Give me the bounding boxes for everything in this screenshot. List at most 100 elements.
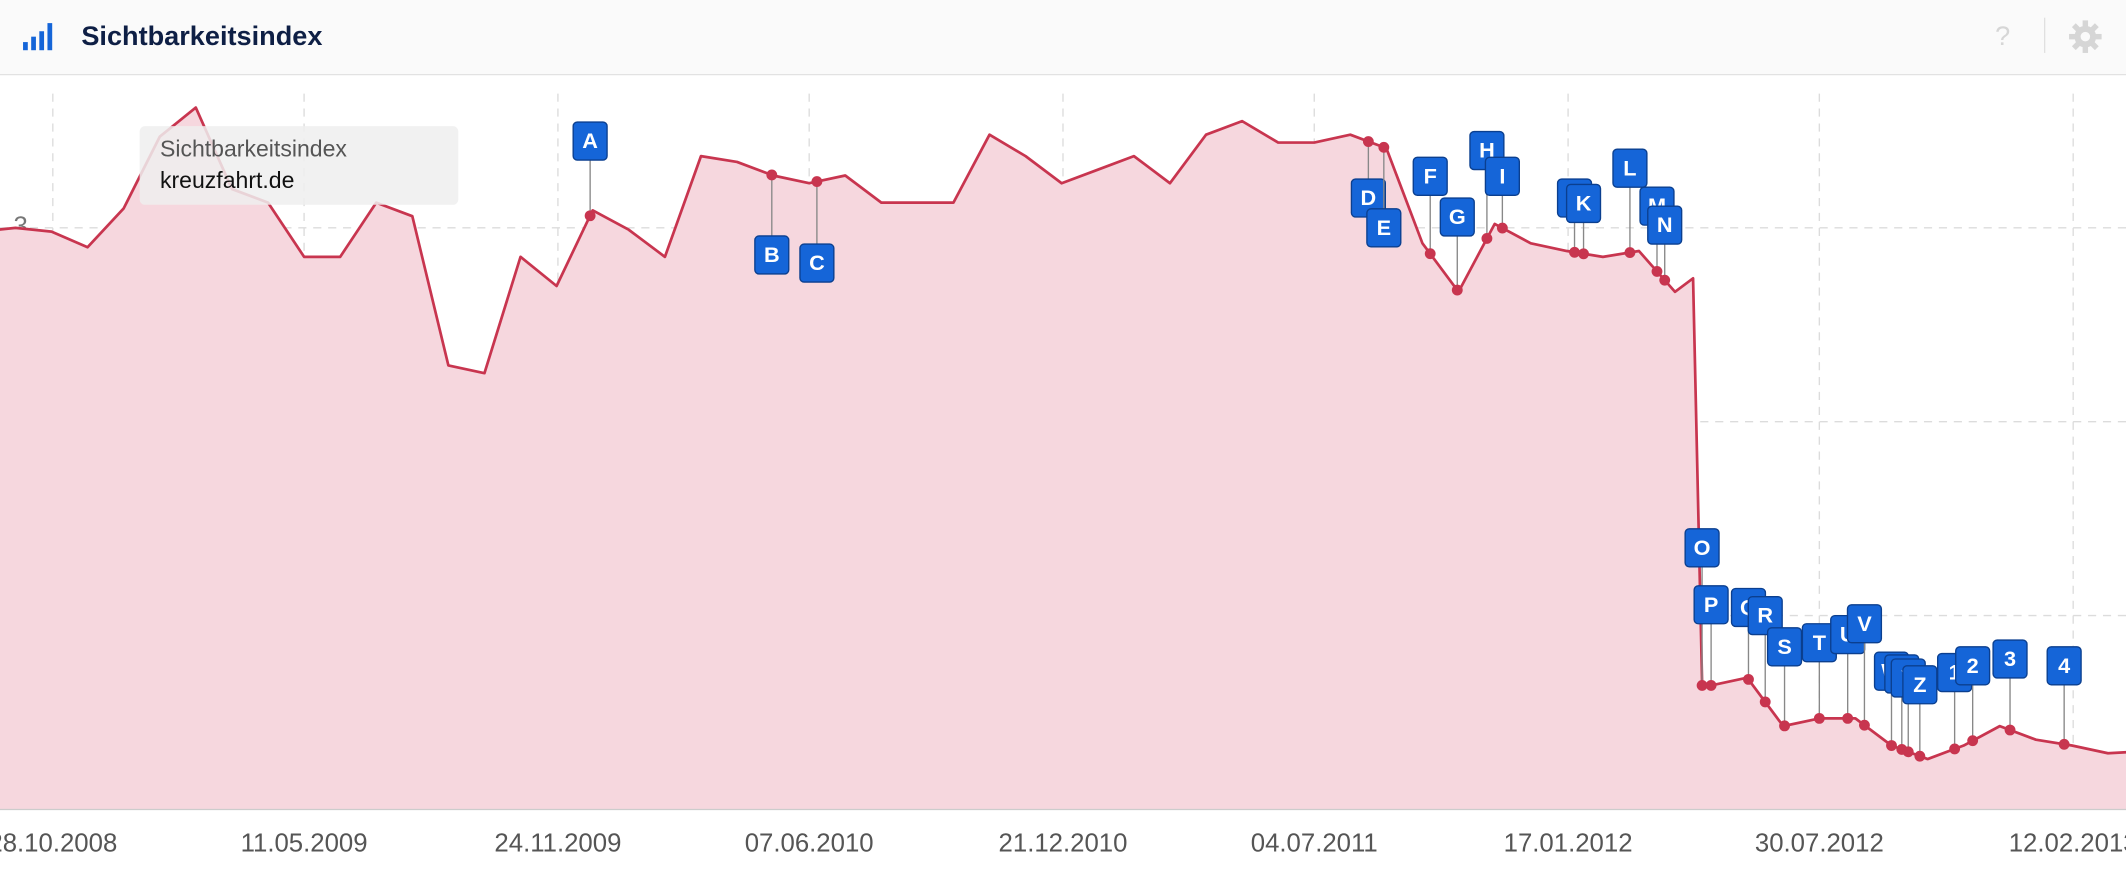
event-dot bbox=[1705, 679, 1717, 691]
event-flag bbox=[1366, 208, 1402, 248]
event-label: 4 bbox=[2058, 653, 2070, 678]
chart-icon bbox=[23, 23, 53, 51]
event-dot bbox=[1902, 746, 1914, 758]
x-tick-label: 12.02.2013 bbox=[2009, 830, 2126, 858]
event-flag bbox=[754, 235, 790, 275]
event-label: D bbox=[1361, 185, 1377, 210]
event-label: P bbox=[1704, 592, 1718, 617]
event-flag bbox=[1484, 156, 1520, 196]
event-marker[interactable]: Z bbox=[1902, 665, 1938, 762]
event-dot bbox=[1496, 222, 1508, 234]
event-dot bbox=[1424, 248, 1436, 260]
x-tick-label: 30.07.2012 bbox=[1755, 830, 1884, 858]
event-dot bbox=[1914, 750, 1926, 762]
settings-button[interactable] bbox=[2069, 20, 2102, 53]
event-dot bbox=[1779, 720, 1790, 732]
event-label: Z bbox=[1913, 672, 1926, 697]
event-flag bbox=[1766, 627, 1803, 667]
event-flag bbox=[1684, 528, 1720, 568]
event-marker[interactable]: L bbox=[1612, 148, 1648, 258]
event-dot bbox=[1569, 246, 1580, 258]
plot-area: 28.10.2008 11.05.2009 24.11.2009 07.06.2010… bbox=[0, 93, 2126, 858]
event-marker[interactable]: N bbox=[1647, 205, 1683, 286]
event-marker[interactable]: B bbox=[754, 169, 790, 275]
event-flag bbox=[1902, 665, 1938, 705]
header-bar bbox=[0, 0, 2126, 75]
event-marker[interactable]: 4 bbox=[2046, 646, 2082, 750]
event-dot bbox=[1378, 141, 1390, 153]
event-flag bbox=[1747, 595, 1783, 636]
event-dot bbox=[1813, 712, 1825, 724]
event-flag bbox=[1992, 639, 2028, 679]
event-label: H bbox=[1479, 138, 1495, 163]
event-label: C bbox=[809, 250, 825, 275]
event-dot bbox=[1481, 233, 1493, 244]
event-marker[interactable]: T bbox=[1801, 623, 1837, 724]
event-dot bbox=[1759, 696, 1771, 708]
event-dot bbox=[584, 210, 596, 222]
event-dot bbox=[1624, 247, 1636, 258]
x-tick-label: 07.06.2010 bbox=[745, 830, 874, 858]
event-flag bbox=[1955, 646, 1991, 686]
event-label: S bbox=[1777, 634, 1791, 659]
widget-title: Sichtbarkeitsindex bbox=[81, 20, 322, 51]
event-marker[interactable]: A bbox=[572, 121, 608, 222]
event-label: I bbox=[1499, 163, 1505, 188]
event-dot bbox=[2058, 738, 2070, 750]
event-label: K bbox=[1576, 191, 1592, 216]
event-dot bbox=[1451, 284, 1463, 296]
event-flag bbox=[1565, 183, 1602, 224]
event-dot bbox=[766, 169, 778, 181]
event-label: T bbox=[1813, 630, 1827, 655]
event-dot bbox=[1949, 743, 1961, 755]
event-marker[interactable]: P bbox=[1693, 585, 1729, 691]
event-marker[interactable]: F bbox=[1412, 156, 1448, 260]
x-tick-label: 11.05.2009 bbox=[241, 830, 368, 858]
event-marker[interactable]: R bbox=[1747, 595, 1783, 708]
event-label: F bbox=[1424, 163, 1437, 188]
line bbox=[0, 106, 2126, 761]
event-dot bbox=[1362, 136, 1374, 147]
event-dot bbox=[1842, 712, 1854, 724]
event-label: B bbox=[764, 242, 780, 267]
event-dot bbox=[1578, 248, 1589, 260]
event-marker[interactable]: G bbox=[1439, 197, 1475, 296]
event-marker[interactable]: 2 bbox=[1955, 646, 1991, 747]
event-marker[interactable]: D bbox=[1350, 136, 1386, 218]
event-marker[interactable]: I bbox=[1484, 156, 1520, 234]
event-flag bbox=[572, 121, 608, 161]
event-dot bbox=[1651, 266, 1663, 277]
event-flag bbox=[2046, 646, 2082, 686]
event-marker[interactable]: V bbox=[1846, 604, 1883, 731]
event-label: E bbox=[1377, 215, 1391, 240]
event-flag bbox=[1412, 156, 1448, 196]
event-label: 3 bbox=[2004, 646, 2016, 671]
x-tick-label: 04.07.2011 bbox=[1251, 830, 1378, 858]
event-marker[interactable]: S bbox=[1766, 627, 1803, 732]
legend-box bbox=[139, 126, 459, 205]
event-dot bbox=[1859, 719, 1870, 731]
event-label: N bbox=[1657, 212, 1673, 237]
event-marker[interactable]: C bbox=[799, 176, 835, 283]
x-tick-label: 24.11.2009 bbox=[494, 830, 621, 858]
event-dot bbox=[1967, 735, 1979, 747]
event-flag bbox=[1612, 148, 1648, 188]
x-tick-label: 17.01.2012 bbox=[1504, 830, 1633, 858]
help-button[interactable]: ? bbox=[1995, 20, 2010, 51]
legend-series-name: Sichtbarkeitsindex bbox=[160, 136, 347, 162]
event-label: L bbox=[1623, 155, 1636, 180]
event-flag bbox=[1439, 197, 1475, 237]
event-marker[interactable]: E bbox=[1366, 141, 1402, 248]
event-marker[interactable]: 3 bbox=[1992, 639, 2028, 736]
event-dot bbox=[1743, 673, 1754, 685]
event-dot bbox=[1886, 740, 1897, 751]
event-flag bbox=[1846, 604, 1883, 644]
event-flag bbox=[1647, 205, 1683, 245]
event-dot bbox=[1696, 679, 1708, 691]
x-tick-label: 28.10.2008 bbox=[0, 830, 117, 858]
x-tick-label: 21.12.2010 bbox=[999, 830, 1128, 858]
event-label: V bbox=[1857, 611, 1872, 636]
event-marker[interactable]: K bbox=[1565, 183, 1602, 260]
